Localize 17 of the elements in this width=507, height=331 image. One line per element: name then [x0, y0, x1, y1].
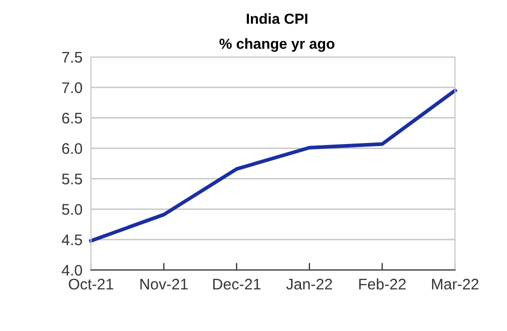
- y-tick-label: 6.0: [62, 143, 82, 154]
- chart-title: India CPI: [246, 13, 308, 24]
- x-tick-label: Feb-22: [359, 278, 406, 290]
- y-tick-label: 6.5: [62, 112, 82, 124]
- x-tick-label: Dec-21: [213, 278, 260, 290]
- y-tick-label: 4.5: [62, 234, 82, 246]
- y-tick-label: 4.0: [62, 264, 82, 276]
- x-tick-label: Oct-21: [68, 278, 114, 290]
- chart-subtitle: % change yr ago: [219, 38, 334, 52]
- y-tick-label: 5.0: [62, 204, 82, 215]
- y-tick-label: 7.5: [62, 52, 82, 63]
- x-tick-label: Nov-21: [140, 278, 188, 290]
- x-tick-label: Mar-22: [432, 278, 478, 290]
- y-tick-label: 7.0: [62, 82, 82, 94]
- x-tick-label: Jan-22: [286, 278, 332, 290]
- y-tick-label: 5.5: [62, 174, 82, 184]
- line-series: [89, 88, 457, 243]
